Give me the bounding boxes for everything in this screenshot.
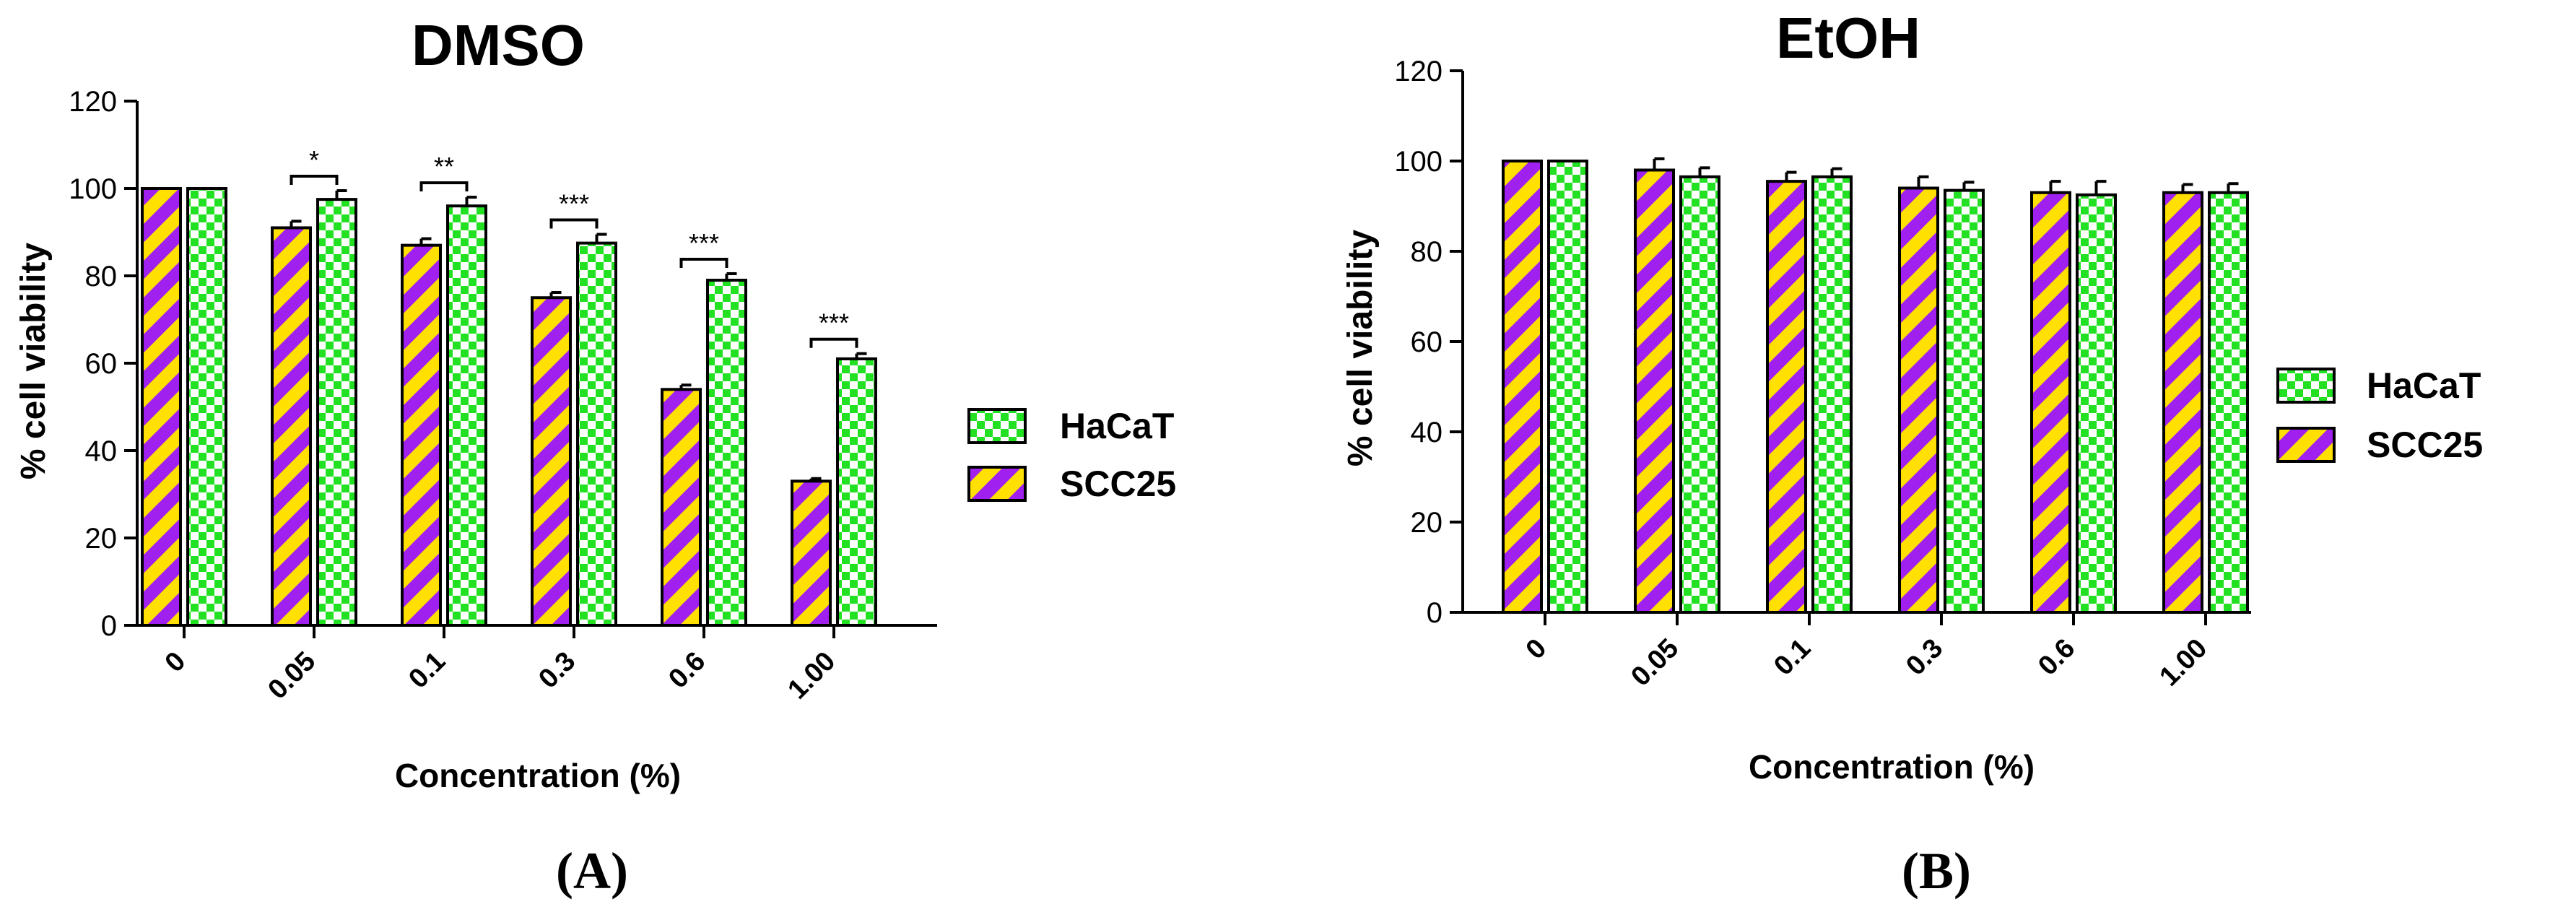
plot-area-a: 0 20 40 60 80 100 120 0 0.05 * 0.1 ** 0.3 *** 0.6 *** 1.… xyxy=(69,86,937,705)
y-tick-label-b-3: 60 xyxy=(1411,326,1443,358)
significance-label-a-5: *** xyxy=(819,308,849,338)
significance-bracket-a-1 xyxy=(290,175,339,186)
bar-hacat-b-3 xyxy=(1944,188,1985,614)
y-tick-label-a-6: 120 xyxy=(69,86,117,118)
legend-b: HaCaT SCC25 xyxy=(2276,365,2483,465)
significance-bracket-a-4 xyxy=(679,257,728,268)
plot-area-b: 0 20 40 60 80 100 120 0 0.05 0.1 0.3 0.6 1.00 xyxy=(1394,56,2251,692)
bar-hacat-b-4 xyxy=(2076,193,2117,614)
legend-swatch-scc25-b xyxy=(2276,427,2336,463)
y-tick-label-b-6: 120 xyxy=(1394,56,1443,87)
x-tick-label-b-4: 0.6 xyxy=(2032,633,2081,682)
legend-swatch-scc25-a xyxy=(967,466,1027,502)
bar-scc25-b-4 xyxy=(2030,191,2071,614)
bar-hacat-b-0 xyxy=(1547,160,1588,614)
bar-scc25-a-4 xyxy=(661,388,702,627)
bar-scc25-b-3 xyxy=(1898,186,1939,614)
bar-hacat-b-5 xyxy=(2208,191,2249,614)
legend-label-scc25-b: SCC25 xyxy=(2367,425,2483,465)
significance-label-a-3: *** xyxy=(559,189,589,219)
legend-item-scc25-b: SCC25 xyxy=(2276,425,2483,465)
legend-item-hacat-a: HaCaT xyxy=(967,406,1174,446)
bar-scc25-a-2 xyxy=(401,243,442,627)
y-tick-label-b-4: 80 xyxy=(1411,236,1443,268)
bar-scc25-b-5 xyxy=(2162,191,2203,614)
y-tick-label-b-0: 0 xyxy=(1427,597,1443,629)
chart-title-a: DMSO xyxy=(412,13,585,77)
y-tick-label-a-5: 100 xyxy=(69,173,117,205)
x-axis-label-a: Concentration (%) xyxy=(395,757,681,794)
bar-hacat-a-3 xyxy=(576,241,617,627)
legend-label-scc25-a: SCC25 xyxy=(1060,464,1176,504)
bar-scc25-b-2 xyxy=(1766,180,1807,614)
significance-bracket-a-3 xyxy=(549,218,599,229)
bar-scc25-a-3 xyxy=(531,296,572,627)
x-tick-label-b-5: 1.00 xyxy=(2154,633,2213,692)
x-tick-label-b-1: 0.05 xyxy=(1625,633,1684,692)
x-tick-label-a-4: 0.6 xyxy=(663,646,711,695)
bar-scc25-a-5 xyxy=(791,479,832,627)
legend-label-hacat-a: HaCaT xyxy=(1060,406,1174,446)
significance-label-a-2: ** xyxy=(434,152,454,181)
legend-label-hacat-b: HaCaT xyxy=(2367,365,2481,406)
bar-hacat-a-2 xyxy=(446,204,487,627)
bar-scc25-a-1 xyxy=(271,226,312,627)
significance-bracket-a-5 xyxy=(809,337,858,348)
significance-bracket-a-2 xyxy=(419,181,469,192)
y-tick-label-a-3: 60 xyxy=(85,348,118,380)
legend-a: HaCaT SCC25 xyxy=(967,406,1176,504)
x-tick-label-b-0: 0 xyxy=(1520,633,1553,666)
y-tick-label-a-4: 80 xyxy=(85,261,118,292)
significance-label-a-4: *** xyxy=(689,228,719,258)
x-tick-label-b-2: 0.1 xyxy=(1768,633,1816,682)
x-tick-label-a-2: 0.1 xyxy=(403,646,451,695)
x-tick-label-a-1: 0.05 xyxy=(262,646,321,705)
y-axis-label-b: % cell viability xyxy=(1341,230,1380,466)
y-tick-label-b-2: 40 xyxy=(1411,417,1443,448)
panel-a: DMSO % cell viability Concentration (%) … xyxy=(14,13,1176,900)
chart-title-b: EtOH xyxy=(1776,6,1920,70)
y-tick-label-a-2: 40 xyxy=(85,435,118,467)
bar-scc25-b-0 xyxy=(1502,160,1543,614)
bar-hacat-a-1 xyxy=(316,198,357,627)
significance-label-a-1: * xyxy=(309,145,319,175)
bar-hacat-a-4 xyxy=(706,279,747,627)
bar-scc25-b-1 xyxy=(1634,168,1675,614)
panel-label-b: (B) xyxy=(1902,842,1971,900)
panel-b: EtOH % cell viability Concentration (%) … xyxy=(1341,6,2483,900)
y-tick-label-a-0: 0 xyxy=(101,610,117,642)
x-tick-label-a-5: 1.00 xyxy=(782,646,841,705)
x-tick-label-b-3: 0.3 xyxy=(1900,633,1949,682)
bar-hacat-a-0 xyxy=(186,187,227,627)
panel-label-a: (A) xyxy=(556,842,628,900)
y-tick-label-b-1: 20 xyxy=(1411,507,1443,539)
legend-swatch-hacat-a xyxy=(967,408,1027,444)
legend-item-scc25-a: SCC25 xyxy=(967,464,1176,504)
bar-hacat-a-5 xyxy=(836,357,877,627)
legend-item-hacat-b: HaCaT xyxy=(2276,365,2481,406)
y-axis-label-a: % cell viability xyxy=(14,243,53,479)
legend-swatch-hacat-b xyxy=(2276,368,2336,404)
bar-hacat-b-2 xyxy=(1811,175,1853,614)
y-tick-label-a-1: 20 xyxy=(85,523,118,555)
bar-hacat-b-1 xyxy=(1679,175,1720,614)
x-tick-label-a-3: 0.3 xyxy=(533,646,581,695)
x-axis-label-b: Concentration (%) xyxy=(1749,748,2035,786)
y-tick-label-b-5: 100 xyxy=(1394,146,1443,178)
x-tick-label-a-0: 0 xyxy=(160,646,192,679)
bar-scc25-a-0 xyxy=(141,187,182,627)
